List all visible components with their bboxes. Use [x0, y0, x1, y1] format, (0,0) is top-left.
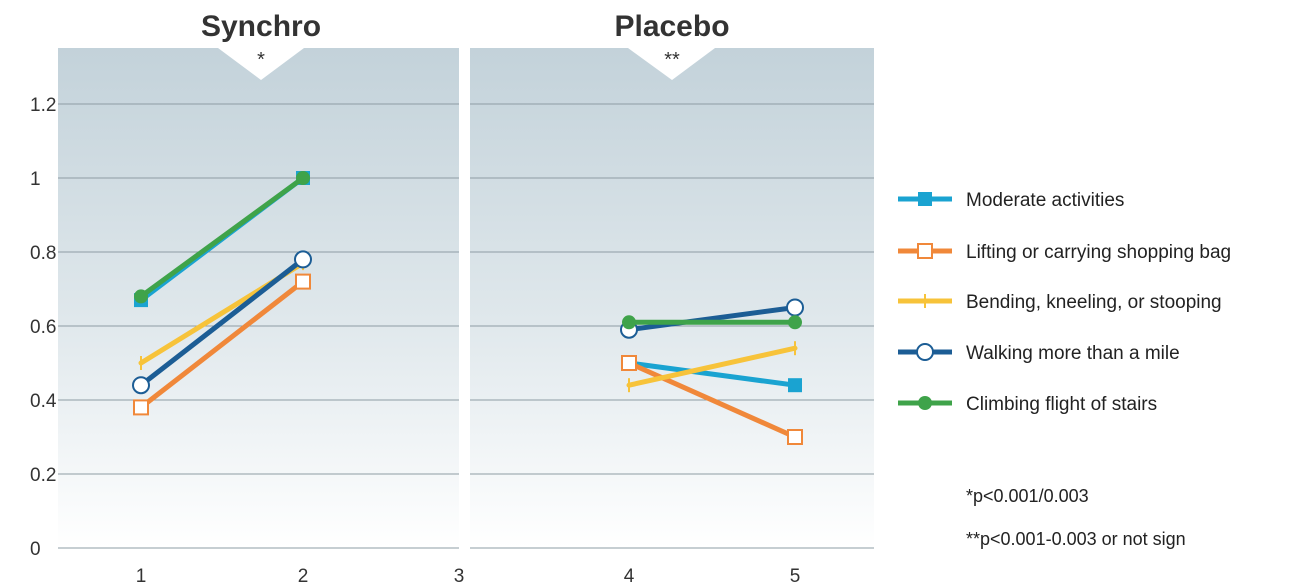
legend-label: Walking more than a mile: [966, 343, 1180, 364]
data-point: [296, 171, 310, 185]
data-point: [295, 273, 311, 290]
legend-marker-square-filled: [918, 192, 932, 206]
series-line: [626, 345, 798, 388]
significance-marker-synchro: *: [257, 49, 265, 71]
x-tick-label: 2: [298, 566, 309, 587]
data-point: [787, 429, 803, 445]
series-4: [134, 171, 802, 330]
legend-label: Bending, kneeling, or stooping: [966, 292, 1222, 313]
data-point: [788, 378, 802, 393]
panel-background-synchro: [58, 48, 459, 548]
x-tick-label: 3: [454, 566, 465, 587]
legend-label: Climbing flight of stairs: [966, 394, 1157, 415]
x-axis-ticks: 1 2 3 4 5: [136, 566, 801, 587]
significance-marker-placebo: **: [664, 49, 680, 71]
legend-label: Lifting or carrying shopping bag: [966, 242, 1231, 263]
panel-title-synchro: Synchro: [201, 10, 321, 43]
legend: Moderate activities Lifting or carrying …: [898, 190, 1231, 415]
legend-item-lifting-or-carrying: Lifting or carrying shopping bag: [898, 242, 1231, 263]
x-tick-label: 5: [790, 566, 801, 587]
panel-divider: [459, 40, 470, 550]
data-point: [134, 289, 148, 304]
panel-background-placebo: [470, 48, 874, 548]
x-tick-label: 4: [624, 566, 635, 587]
series-line: [138, 256, 306, 388]
y-tick-label: 0: [30, 539, 41, 560]
gridlines: [58, 40, 874, 550]
data-point: [132, 376, 150, 395]
y-tick-label: 0.8: [30, 243, 56, 264]
legend-marker-circle-filled: [918, 396, 932, 410]
legend-marker-square-open: [917, 243, 933, 259]
y-tick-label: 0.2: [30, 465, 56, 486]
legend-item-moderate-activities: Moderate activities: [898, 190, 1124, 211]
y-axis-ticks: 0 0.2 0.4 0.6 0.8 1 1.2: [30, 95, 57, 560]
legend-marker-circle-open: [916, 343, 934, 361]
series-line: [626, 360, 798, 440]
y-tick-label: 1: [30, 169, 41, 190]
data-point: [621, 355, 637, 371]
series-1: [133, 273, 803, 445]
footnote-synchro: *p<0.001/0.003: [966, 486, 1089, 506]
legend-item-bending-kneeling: Bending, kneeling, or stooping: [898, 292, 1222, 313]
series-layer: [132, 171, 804, 445]
legend-label: Moderate activities: [966, 190, 1124, 211]
series-line: [626, 360, 798, 388]
data-point: [788, 315, 802, 330]
data-point: [294, 250, 312, 269]
y-tick-label: 0.6: [30, 317, 56, 338]
series-line: [138, 279, 306, 410]
series-line: [626, 305, 798, 333]
series-line: [138, 175, 306, 299]
data-point: [133, 399, 149, 416]
footnote-placebo: **p<0.001-0.003 or not sign: [966, 529, 1186, 549]
panel-title-placebo: Placebo: [614, 10, 729, 43]
y-tick-label: 1.2: [30, 95, 56, 116]
x-tick-label: 1: [136, 566, 147, 587]
data-point: [786, 298, 804, 317]
data-point: [622, 315, 636, 330]
legend-item-walking-more-than-a-mile: Walking more than a mile: [898, 343, 1180, 364]
panel-notch-placebo: [628, 48, 715, 80]
y-tick-label: 0.4: [30, 391, 57, 412]
panel-notch-synchro: [218, 48, 304, 80]
legend-item-climbing-flight-of-stairs: Climbing flight of stairs: [898, 394, 1157, 415]
